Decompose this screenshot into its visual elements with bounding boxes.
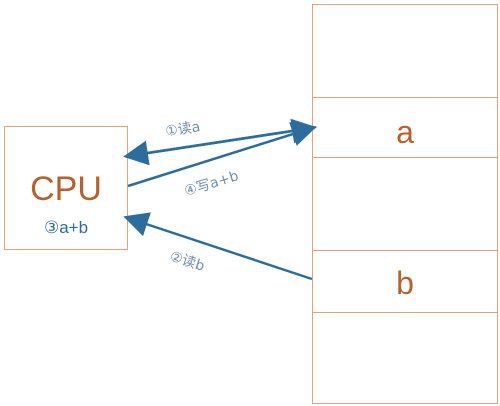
cpu-operation-label: ③a+b bbox=[43, 218, 89, 237]
write-sum-step-label: ④写a+b bbox=[182, 168, 240, 200]
memory-cell-b-label: b bbox=[396, 265, 414, 301]
cpu-box: CPU ③a+b bbox=[4, 126, 128, 250]
read-a-step-label: ①读a bbox=[164, 118, 201, 140]
read-a-arrow-reverse bbox=[127, 118, 317, 158]
read-b-arrow bbox=[123, 212, 313, 281]
memory-cell-a-label: a bbox=[396, 114, 414, 150]
memory-block: a b bbox=[312, 4, 498, 404]
memory-cell-b: b bbox=[313, 250, 497, 312]
cpu-label: CPU bbox=[30, 170, 102, 208]
memory-cell-2 bbox=[313, 157, 497, 250]
read-b-step-label: ②读b bbox=[168, 248, 207, 275]
memory-cell-5 bbox=[313, 312, 497, 405]
write-sum-arrow bbox=[127, 122, 317, 188]
memory-cell-a: a bbox=[313, 97, 497, 157]
